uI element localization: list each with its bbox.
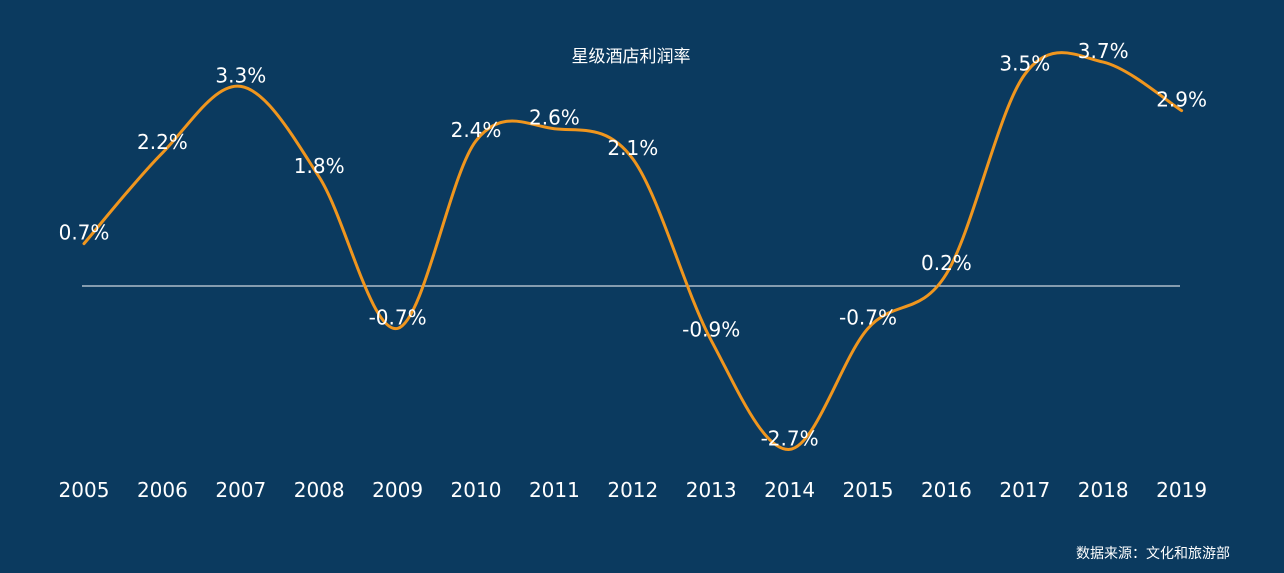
data-label-2012: 2.1%: [607, 136, 658, 160]
x-tick-2014: 2014: [764, 478, 815, 502]
data-labels: 0.7% 2.2% 3.3% 1.8% -0.7% 2.4% 2.6% 2.1% -0.9% -2…: [59, 39, 1207, 450]
x-tick-2013: 2013: [686, 478, 737, 502]
x-tick-2007: 2007: [215, 478, 266, 502]
x-tick-2017: 2017: [999, 478, 1050, 502]
x-tick-2011: 2011: [529, 478, 580, 502]
x-tick-2009: 2009: [372, 478, 423, 502]
data-label-2014: -2.7%: [761, 426, 819, 450]
data-label-2016: 0.2%: [921, 251, 972, 275]
x-tick-2010: 2010: [451, 478, 502, 502]
source-note: 数据来源：文化和旅游部: [1076, 546, 1230, 562]
data-label-2010: 2.4%: [451, 118, 502, 142]
data-label-2008: 1.8%: [294, 154, 345, 178]
data-label-2011: 2.6%: [529, 106, 580, 130]
x-axis-ticks: 2005 2006 2007 2008 2009 2010 2011 2012 2013 2014…: [59, 478, 1208, 502]
data-label-2006: 2.2%: [137, 130, 188, 154]
x-tick-2008: 2008: [294, 478, 345, 502]
x-tick-2015: 2015: [843, 478, 894, 502]
x-tick-2006: 2006: [137, 478, 188, 502]
data-label-2019: 2.9%: [1156, 88, 1207, 112]
x-tick-2018: 2018: [1078, 478, 1129, 502]
data-label-2015: -0.7%: [839, 305, 897, 329]
x-tick-2005: 2005: [59, 478, 110, 502]
data-label-2017: 3.5%: [999, 51, 1050, 75]
data-label-2007: 3.3%: [215, 63, 266, 87]
data-label-2009: -0.7%: [369, 305, 427, 329]
data-label-2005: 0.7%: [59, 221, 110, 245]
data-label-2018: 3.7%: [1078, 39, 1129, 63]
chart-title: 星级酒店利润率: [572, 47, 691, 67]
x-tick-2019: 2019: [1156, 478, 1207, 502]
profit-margin-line: [82, 51, 1184, 451]
x-tick-2012: 2012: [607, 478, 658, 502]
x-tick-2016: 2016: [921, 478, 972, 502]
data-label-2013: -0.9%: [682, 317, 740, 341]
